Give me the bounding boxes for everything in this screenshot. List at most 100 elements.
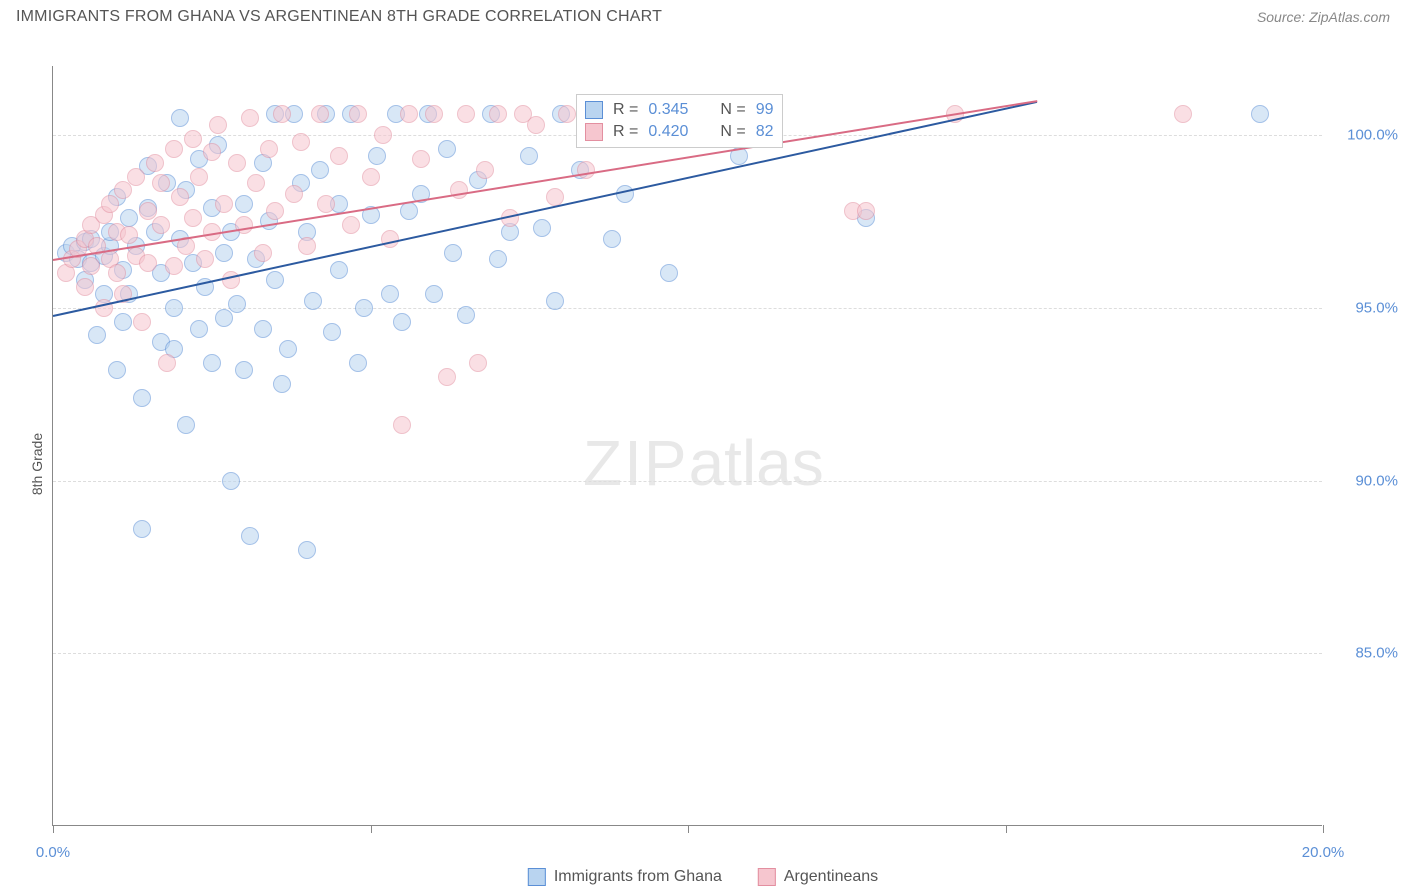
scatter-point [127,168,145,186]
scatter-point [298,541,316,559]
scatter-point [393,313,411,331]
scatter-point [88,326,106,344]
scatter-point [241,527,259,545]
scatter-point [247,174,265,192]
scatter-point [438,368,456,386]
scatter-point [279,340,297,358]
scatter-point [457,105,475,123]
scatter-point [368,147,386,165]
scatter-point [304,292,322,310]
x-tick-mark [53,825,54,833]
scatter-point [254,320,272,338]
scatter-point [190,320,208,338]
y-tick-label: 85.0% [1328,645,1398,662]
scatter-point [215,309,233,327]
scatter-point [527,116,545,134]
gridline-h [53,481,1322,482]
scatter-point [311,105,329,123]
scatter-point [1251,105,1269,123]
scatter-point [330,261,348,279]
scatter-point [254,244,272,262]
scatter-point [393,416,411,434]
scatter-point [196,250,214,268]
scatter-point [152,174,170,192]
scatter-point [171,109,189,127]
bottom-legend: Immigrants from Ghana Argentineans [528,868,878,886]
scatter-point [374,126,392,144]
scatter-point [489,105,507,123]
scatter-point [520,147,538,165]
scatter-point [108,361,126,379]
scatter-point [76,278,94,296]
n-label: N = [720,123,745,141]
scatter-point [165,140,183,158]
scatter-point [438,140,456,158]
scatter-point [266,202,284,220]
source-attribution: Source: ZipAtlas.com [1257,9,1390,25]
scatter-point [152,216,170,234]
scatter-point [101,195,119,213]
scatter-point [412,150,430,168]
watermark-zip: ZIP [583,427,689,499]
stats-legend-row: R =0.420N =82 [585,121,774,143]
scatter-point [215,195,233,213]
scatter-point [273,375,291,393]
scatter-point [342,216,360,234]
scatter-point [184,130,202,148]
scatter-point [273,105,291,123]
stats-swatch [585,123,603,141]
scatter-point [489,250,507,268]
scatter-point [603,230,621,248]
r-label: R = [613,101,638,119]
scatter-point [285,185,303,203]
scatter-point [266,271,284,289]
legend-label-argentinean: Argentineans [784,868,878,886]
scatter-point [133,520,151,538]
scatter-point [349,354,367,372]
scatter-point [120,209,138,227]
scatter-point [317,195,335,213]
r-value: 0.345 [648,101,688,119]
scatter-point [400,105,418,123]
scatter-point [184,209,202,227]
scatter-point [241,109,259,127]
scatter-point [349,105,367,123]
y-tick-label: 90.0% [1328,472,1398,489]
scatter-point [203,143,221,161]
legend-label-ghana: Immigrants from Ghana [554,868,722,886]
y-axis-label: 8th Grade [29,433,45,495]
stats-legend: R =0.345N =99R =0.420N =82 [576,94,783,148]
scatter-point [260,140,278,158]
x-tick-mark [1323,825,1324,833]
r-label: R = [613,123,638,141]
legend-swatch-ghana [528,868,546,886]
scatter-point [577,161,595,179]
scatter-point [120,226,138,244]
x-tick-mark [1006,825,1007,833]
watermark: ZIPatlas [583,426,824,500]
plot-area: ZIPatlas 85.0%90.0%95.0%100.0%0.0%20.0%R… [52,66,1322,826]
scatter-point [476,161,494,179]
scatter-point [190,168,208,186]
scatter-point [114,181,132,199]
scatter-point [139,254,157,272]
scatter-point [546,292,564,310]
scatter-point [381,285,399,303]
scatter-point [660,264,678,282]
scatter-point [165,257,183,275]
scatter-point [330,147,348,165]
scatter-point [857,202,875,220]
scatter-point [146,154,164,172]
stats-swatch [585,101,603,119]
trend-line [53,101,1038,317]
n-value: 82 [756,123,774,141]
scatter-point [158,354,176,372]
n-value: 99 [756,101,774,119]
scatter-point [311,161,329,179]
x-tick-label: 0.0% [36,844,70,861]
scatter-point [1174,105,1192,123]
scatter-point [228,154,246,172]
gridline-h [53,653,1322,654]
scatter-point [444,244,462,262]
scatter-point [425,105,443,123]
